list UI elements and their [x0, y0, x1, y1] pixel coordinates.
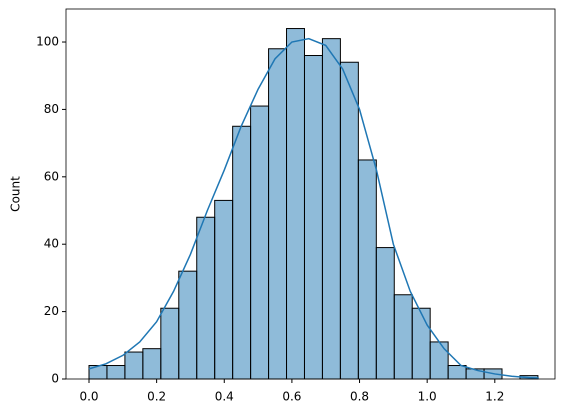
- bar: [303, 55, 323, 380]
- x-tick-label: 1.2: [485, 390, 504, 404]
- bar: [393, 294, 413, 380]
- bar: [357, 159, 377, 380]
- bar: [178, 270, 198, 380]
- bar: [268, 48, 288, 380]
- bar: [375, 247, 395, 380]
- x-tick-label: 0.2: [147, 390, 166, 404]
- bar: [142, 348, 162, 380]
- bar: [411, 307, 431, 380]
- bar: [160, 307, 180, 380]
- bar: [106, 365, 126, 380]
- bar: [429, 341, 449, 380]
- kde-line: [88, 37, 539, 379]
- x-tick-label: 0.4: [215, 390, 234, 404]
- x-tick-label: 0.6: [282, 390, 301, 404]
- bar: [232, 125, 252, 380]
- y-tick-label: 40: [44, 237, 59, 251]
- bar: [286, 28, 305, 380]
- x-tick-label: 0.8: [350, 390, 369, 404]
- y-tick-label: 20: [44, 304, 59, 318]
- bar: [124, 351, 144, 380]
- x-tick-label: 1.0: [418, 390, 437, 404]
- bar: [447, 365, 467, 380]
- y-tick-label: 60: [44, 169, 59, 183]
- bar: [339, 61, 359, 380]
- y-tick-label: 0: [51, 372, 59, 386]
- bar: [214, 199, 234, 380]
- plot-frame: [65, 8, 556, 380]
- bar: [321, 38, 341, 380]
- bar: [250, 105, 270, 380]
- x-tick-label: 0.0: [79, 390, 98, 404]
- bar: [196, 216, 216, 380]
- y-tick-label: 100: [36, 35, 59, 49]
- y-tick-label: 80: [44, 102, 59, 116]
- y-axis-label: Count: [9, 176, 23, 212]
